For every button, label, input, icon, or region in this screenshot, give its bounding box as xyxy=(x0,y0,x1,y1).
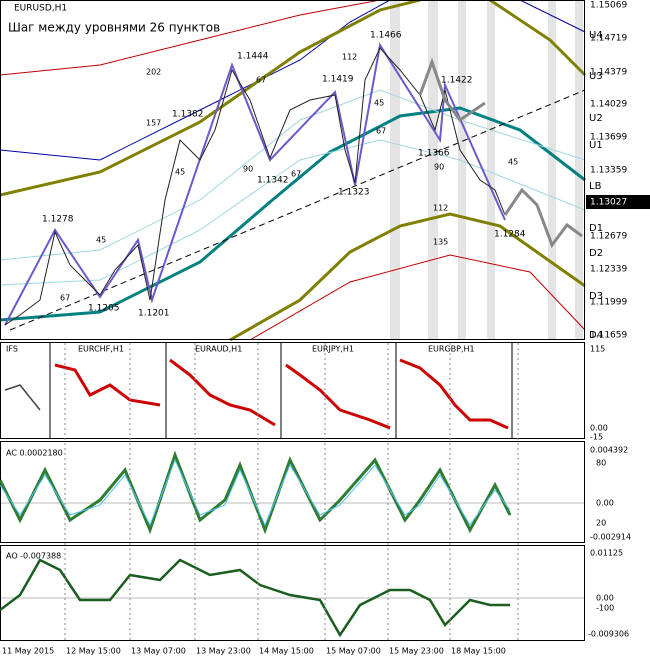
level: U1 xyxy=(589,140,603,151)
ifs-symbol: EURGBP,H1 xyxy=(428,345,475,354)
level: U3 xyxy=(589,71,603,82)
time-axis: 11 May 2015 12 May 15:00 13 May 07:00 13… xyxy=(2,647,506,656)
swing-count: 45 xyxy=(374,99,384,108)
ifs-symbol: EURCHF,H1 xyxy=(78,345,124,354)
axis-label: 0.00 xyxy=(590,424,608,433)
price-line xyxy=(4,47,506,326)
ifs-frame xyxy=(0,342,585,439)
level: LB xyxy=(589,181,602,192)
time-label: 13 May 23:00 xyxy=(196,647,251,656)
axis-label: -100 xyxy=(596,604,614,613)
levels: U4 U3 U2 U1 LB D1 D2 D3 D4 xyxy=(589,30,603,341)
time-label: 15 May 23:00 xyxy=(389,647,444,656)
axis-label: 20 xyxy=(596,519,606,528)
axis-label: 0.004392 xyxy=(590,446,628,455)
forecast xyxy=(503,187,583,249)
ac-frame xyxy=(0,441,585,543)
time-label: 12 May 15:00 xyxy=(66,647,121,656)
swing-count: 135 xyxy=(433,238,448,247)
ao-frame xyxy=(0,545,585,641)
price-axis: 1.15069 1.14719 1.14379 1.14029 1.13699 … xyxy=(586,1,650,341)
level: D1 xyxy=(589,223,603,234)
level: D4 xyxy=(589,330,603,341)
swing-count: 90 xyxy=(243,165,253,174)
panel-title: IFS xyxy=(6,345,18,354)
price-label: 1.11659 xyxy=(590,331,627,341)
ifs-symbol: EURJPY,H1 xyxy=(312,345,354,354)
zigzag xyxy=(4,42,506,326)
panel-title: AC 0.0002180 xyxy=(6,449,63,458)
ifs-lines xyxy=(4,358,509,430)
ifs-symbol: EURAUD,H1 xyxy=(195,345,242,354)
swing-point: 1.1466 xyxy=(370,31,402,41)
axis-label: -15 xyxy=(590,433,603,442)
axis-label: -0.002914 xyxy=(590,533,631,542)
price-label: 1.12679 xyxy=(590,232,627,242)
swing-point: 1.1382 xyxy=(172,110,204,120)
axis-label: 80 xyxy=(596,459,606,468)
price-label: 1.11999 xyxy=(590,298,627,308)
level: D3 xyxy=(589,291,603,302)
ifs-dividers xyxy=(49,343,513,438)
axis-label: 0.00 xyxy=(596,499,614,508)
price-label: 1.12339 xyxy=(590,265,627,275)
swing-point: 1.1323 xyxy=(338,188,370,198)
swing-count: 67 xyxy=(291,170,301,179)
swing-count: 45 xyxy=(175,168,185,177)
swing-point: 1.1342 xyxy=(257,176,289,186)
forecast xyxy=(418,57,486,123)
swing-count: 67 xyxy=(256,76,266,85)
axis-label: 115 xyxy=(590,345,605,354)
swing-point: 1.1284 xyxy=(494,230,526,240)
ac-signal xyxy=(0,458,511,527)
swing-point: 1.1444 xyxy=(237,52,269,62)
note: Шаг между уровнями 26 пунктов xyxy=(8,21,220,35)
swing-point: 1.1205 xyxy=(88,304,120,314)
level: U4 xyxy=(589,30,603,41)
axis-label: -0.009306 xyxy=(588,630,629,639)
swing-count: 90 xyxy=(434,163,444,172)
price-label: 1.13699 xyxy=(590,133,627,143)
session-stripes xyxy=(390,1,583,339)
symbol: EURUSD,H1 xyxy=(14,4,67,14)
swing-point: 1.1278 xyxy=(42,215,74,225)
price-label: 1.14719 xyxy=(590,34,627,44)
main-frame xyxy=(0,0,585,340)
level: U2 xyxy=(589,113,603,124)
current-price-box xyxy=(586,195,650,209)
panel-title: AO -0.007388 xyxy=(6,552,61,561)
ao-line xyxy=(0,558,510,638)
time-label: 14 May 15:00 xyxy=(259,647,314,656)
swing-count: 67 xyxy=(376,127,386,136)
swing-count: 157 xyxy=(146,119,161,128)
level: D2 xyxy=(589,248,603,259)
price-label: 1.13359 xyxy=(590,166,627,176)
current-price: 1.13027 xyxy=(590,198,627,208)
swing-count: 112 xyxy=(342,53,357,62)
price-label: 1.15069 xyxy=(590,1,627,11)
time-label: 18 May 15:00 xyxy=(451,647,506,656)
time-label: 13 May 07:00 xyxy=(131,647,186,656)
swing-point: 1.1366 xyxy=(418,149,450,159)
swing-count: 112 xyxy=(433,204,448,213)
swing-points: 1.1444 1.1466 1.1419 1.1422 1.1382 1.136… xyxy=(42,31,526,319)
swing-count: 45 xyxy=(508,158,518,167)
price-label: 1.14029 xyxy=(590,100,627,110)
swing-point: 1.1201 xyxy=(138,309,170,319)
swing-point: 1.1419 xyxy=(322,75,354,85)
time-label: 11 May 2015 xyxy=(2,647,54,656)
axis-label: 0.00 xyxy=(596,594,614,603)
swing-count: 202 xyxy=(146,68,161,77)
swing-point: 1.1422 xyxy=(441,76,473,86)
price-label: 1.14379 xyxy=(590,68,627,78)
axis-label: 0.01125 xyxy=(590,549,623,558)
swing-count: 67 xyxy=(60,294,70,303)
swing-count: 45 xyxy=(96,236,106,245)
time-label: 15 May 07:00 xyxy=(326,647,381,656)
swing-counts: 202 157 67 112 45 67 90 67 45 45 67 112 … xyxy=(60,53,518,303)
